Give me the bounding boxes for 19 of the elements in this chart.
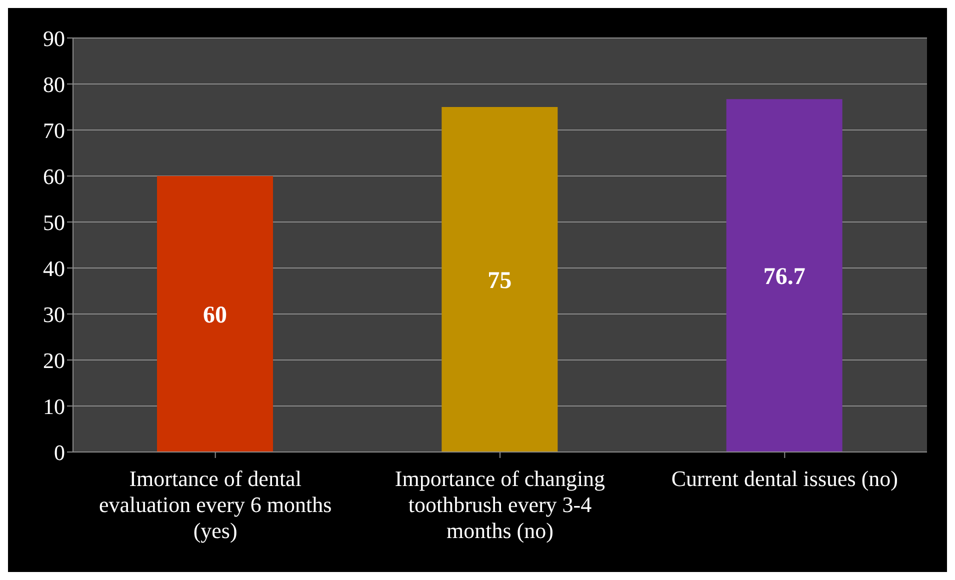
y-tick-label: 70 <box>43 118 65 143</box>
data-label: 76.7 <box>763 264 806 290</box>
bar <box>157 176 273 452</box>
y-tick-label: 10 <box>43 394 65 419</box>
data-label: 60 <box>203 302 227 329</box>
y-tick-label: 90 <box>43 26 65 51</box>
y-tick-label: 0 <box>54 440 65 465</box>
y-tick-label: 20 <box>43 348 65 373</box>
x-tick-label: Current dental issues (no) <box>671 466 898 491</box>
y-tick-label: 60 <box>43 164 65 189</box>
x-tick-label: Imortance of dental evaluation every 6 months (yes) <box>98 466 332 543</box>
y-tick-label: 30 <box>43 302 65 327</box>
bar <box>726 99 842 452</box>
y-tick-label: 50 <box>43 210 65 235</box>
bar <box>442 107 558 452</box>
x-tick-label: Importance of changing toothbrush every 3-4 months (no) <box>394 466 606 543</box>
y-tick-label: 40 <box>43 256 65 281</box>
y-tick-label: 80 <box>43 72 65 97</box>
data-label: 75 <box>488 268 512 294</box>
